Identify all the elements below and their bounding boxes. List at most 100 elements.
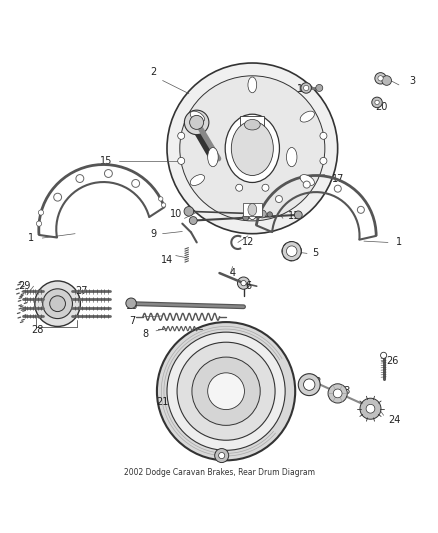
Text: 22: 22 [309,377,321,387]
Bar [240,116,264,133]
Circle shape [184,110,208,135]
Text: c: c [246,360,250,369]
Ellipse shape [190,175,204,185]
Circle shape [333,185,340,192]
Circle shape [242,214,248,221]
Text: 24: 24 [388,415,400,425]
Circle shape [374,100,378,104]
Circle shape [303,379,314,390]
Circle shape [267,212,272,217]
Text: 15: 15 [99,157,112,166]
Circle shape [76,175,84,182]
Circle shape [237,277,249,289]
Ellipse shape [286,148,296,167]
Text: 26: 26 [385,356,398,366]
Ellipse shape [231,121,273,175]
Circle shape [300,83,311,93]
Circle shape [240,280,246,286]
Circle shape [191,357,260,425]
Circle shape [184,207,193,216]
Text: 11: 11 [287,211,299,221]
Circle shape [177,132,184,139]
Ellipse shape [247,77,256,93]
Circle shape [258,210,266,218]
Circle shape [332,389,341,398]
Text: 14: 14 [160,255,173,265]
Text: 29: 29 [18,281,31,291]
Circle shape [327,384,346,403]
Ellipse shape [300,175,314,185]
Text: 5: 5 [312,248,318,259]
Circle shape [126,298,136,309]
Ellipse shape [190,111,204,122]
Ellipse shape [207,148,218,167]
Circle shape [303,85,308,91]
Text: 7: 7 [129,316,135,326]
Circle shape [297,374,319,395]
Circle shape [359,398,380,419]
Circle shape [161,203,166,207]
Circle shape [319,132,326,139]
Text: 27: 27 [75,286,88,296]
Circle shape [189,115,203,130]
Text: 16: 16 [126,301,138,311]
Circle shape [282,241,300,261]
Circle shape [104,169,112,177]
Text: 2002 Dodge Caravan Brakes, Rear Drum Diagram: 2002 Dodge Caravan Brakes, Rear Drum Dia… [124,469,314,478]
Circle shape [42,289,72,319]
Circle shape [381,76,391,85]
Circle shape [38,210,43,215]
Text: 25: 25 [241,421,254,431]
Circle shape [166,332,285,450]
Circle shape [177,342,275,440]
Circle shape [180,76,324,221]
Text: 17: 17 [331,174,343,184]
Text: 1: 1 [395,237,401,247]
Ellipse shape [300,111,314,122]
Circle shape [166,63,337,233]
Text: 18: 18 [296,84,308,94]
Circle shape [49,296,65,312]
Circle shape [286,246,296,256]
Circle shape [261,184,268,191]
Ellipse shape [225,114,279,182]
Circle shape [374,72,385,84]
Circle shape [53,193,61,201]
Circle shape [35,281,80,326]
Circle shape [319,157,326,164]
Circle shape [235,184,242,191]
Circle shape [303,181,310,188]
Ellipse shape [244,119,260,130]
Circle shape [357,206,364,213]
Circle shape [315,84,322,92]
Text: 20: 20 [374,102,387,112]
Circle shape [214,449,228,463]
Ellipse shape [247,204,256,220]
Bar [242,203,261,216]
Circle shape [189,216,197,224]
Text: 10: 10 [169,209,181,219]
Circle shape [36,221,42,227]
Text: c: c [236,420,240,429]
Text: 4: 4 [229,268,235,278]
Circle shape [371,97,381,108]
Text: 12: 12 [241,237,254,247]
Text: 23: 23 [337,386,350,396]
Text: 8: 8 [142,329,148,340]
Circle shape [207,373,244,409]
Circle shape [275,196,282,203]
Text: 1: 1 [28,233,34,243]
Text: c: c [191,399,194,408]
Text: 6: 6 [244,281,251,291]
Circle shape [365,405,374,413]
Circle shape [380,352,386,358]
Circle shape [293,211,301,219]
Circle shape [156,322,294,461]
Text: 2: 2 [150,67,157,77]
Text: 28: 28 [32,325,44,335]
Text: c: c [206,356,210,365]
Circle shape [177,157,184,164]
Text: 9: 9 [150,229,156,239]
Circle shape [377,76,382,81]
Text: 21: 21 [156,397,169,407]
